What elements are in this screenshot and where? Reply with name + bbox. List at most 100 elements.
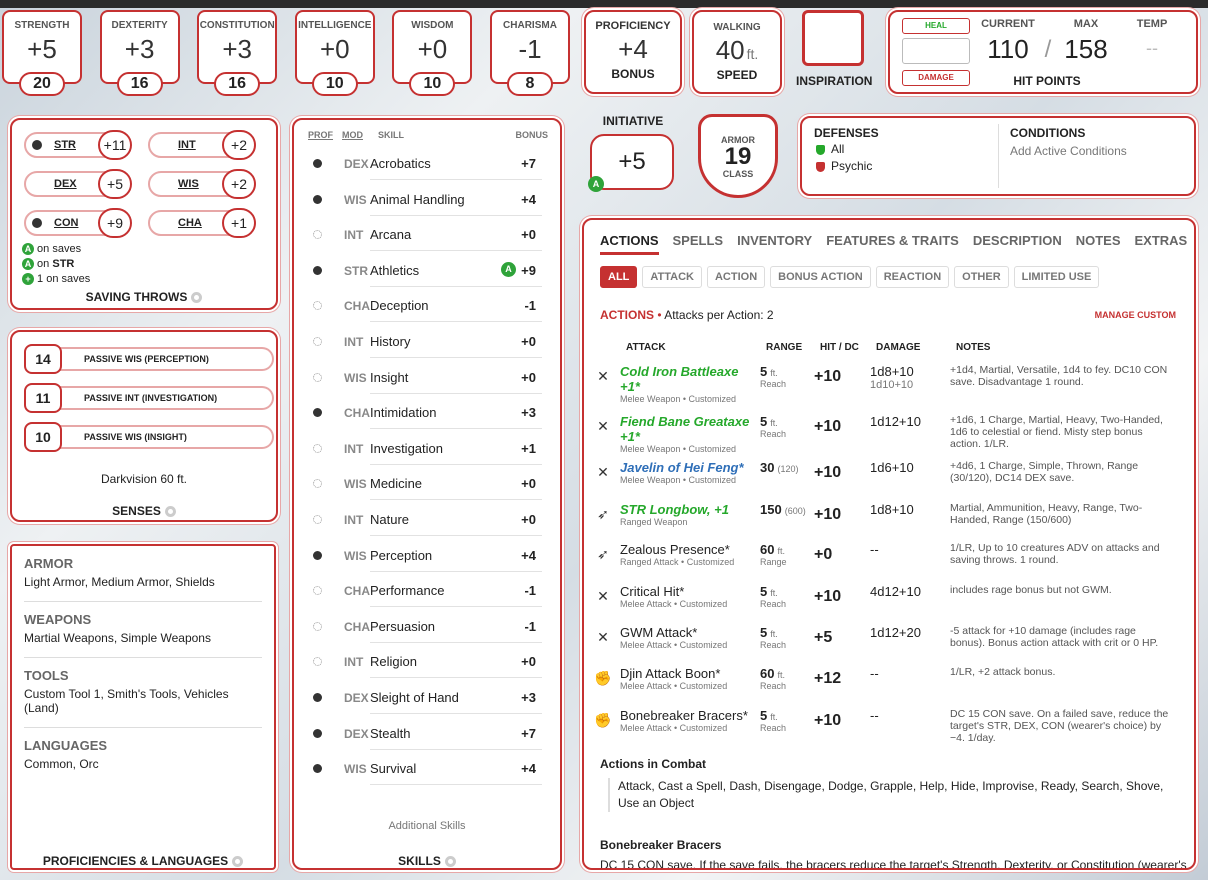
attack-hit[interactable]: +5 — [814, 629, 833, 646]
tab-extras[interactable]: EXTRAS — [1134, 233, 1188, 248]
attack-hit[interactable]: +10 — [814, 506, 842, 523]
save-bonus: +2 — [222, 130, 256, 160]
skill-cell: Athletics A +9 — [370, 261, 542, 287]
skill-row[interactable]: DEX Stealth +7 — [304, 716, 552, 752]
ability-label: INTELLIGENCE — [298, 20, 372, 31]
attack-damage[interactable]: 4d12+10 — [870, 584, 950, 599]
attack-damage[interactable]: -- — [870, 542, 950, 557]
attack-name[interactable]: Javelin of Hei Feng* — [620, 460, 744, 475]
inspiration-toggle[interactable] — [802, 10, 864, 66]
attack-name-cell: GWM Attack* Melee Attack • Customized — [620, 625, 756, 650]
attack-damage[interactable]: 1d12+20 — [870, 625, 950, 640]
ability-constitution[interactable]: CONSTITUTION +3 16 — [197, 10, 278, 96]
attack-damage[interactable]: 1d6+10 — [870, 460, 950, 475]
attack-hit[interactable]: +10 — [814, 464, 842, 481]
attack-name[interactable]: Djin Attack Boon* — [620, 666, 721, 681]
attack-hit[interactable]: +10 — [814, 418, 842, 435]
skill-row[interactable]: CHA Intimidation +3 — [304, 395, 552, 431]
attack-hit[interactable]: +10 — [814, 588, 842, 605]
filter-action[interactable]: ACTION — [706, 266, 766, 288]
damage-button[interactable]: DAMAGE — [902, 70, 970, 86]
skill-row[interactable]: STR Athletics A +9 — [304, 253, 552, 289]
attack-damage[interactable]: 1d12+10 — [870, 414, 950, 429]
filter-attack[interactable]: ATTACK — [642, 266, 702, 288]
attack-name-cell: Critical Hit* Melee Attack • Customized — [620, 584, 756, 609]
ability-score: 16 — [116, 72, 163, 96]
skill-row[interactable]: DEX Acrobatics +7 — [304, 146, 552, 182]
filter-bonus-action[interactable]: BONUS ACTION — [770, 266, 871, 288]
skill-row[interactable]: DEX Sleight of Hand +3 — [304, 680, 552, 716]
tab-description[interactable]: DESCRIPTION — [972, 233, 1062, 248]
gear-icon[interactable] — [232, 856, 244, 868]
temp-hp-value[interactable]: -- — [1146, 38, 1158, 58]
heal-button[interactable]: HEAL — [902, 18, 970, 34]
skill-row[interactable]: CHA Performance -1 — [304, 573, 552, 609]
attack-name[interactable]: Bonebreaker Bracers* — [620, 708, 748, 723]
skill-row[interactable]: WIS Medicine +0 — [304, 466, 552, 502]
gear-icon[interactable] — [191, 292, 203, 304]
skill-row[interactable]: CHA Deception -1 — [304, 288, 552, 324]
skill-row[interactable]: WIS Insight +0 — [304, 360, 552, 396]
ability-intelligence[interactable]: INTELLIGENCE +0 10 — [294, 10, 375, 96]
skill-bonus: +0 — [521, 227, 536, 243]
skill-row[interactable]: WIS Animal Handling +4 — [304, 182, 552, 218]
attack-name[interactable]: Fiend Bane Greataxe +1* — [620, 414, 750, 444]
attack-hit[interactable]: +10 — [814, 712, 842, 729]
skill-row[interactable]: INT Religion +0 — [304, 644, 552, 680]
skill-row[interactable]: INT Arcana +0 — [304, 217, 552, 253]
gear-icon[interactable] — [444, 856, 456, 868]
attack-name[interactable]: STR Longbow, +1 — [620, 502, 729, 517]
hp-amount-input[interactable] — [902, 38, 970, 64]
attack-hit[interactable]: +12 — [814, 670, 842, 687]
manage-custom-link[interactable]: MANAGE CUSTOM — [1094, 310, 1176, 320]
filter-other[interactable]: OTHER — [954, 266, 1009, 288]
attack-damage[interactable]: -- — [870, 708, 950, 723]
range-subtitle: Reach — [760, 429, 787, 439]
tab-notes[interactable]: NOTES — [1075, 233, 1121, 248]
skill-row[interactable]: INT Investigation +1 — [304, 431, 552, 467]
filter-all[interactable]: ALL — [600, 266, 638, 288]
proficiency-dot-icon — [313, 337, 322, 346]
skill-row[interactable]: CHA Persuasion -1 — [304, 609, 552, 645]
skill-row[interactable]: WIS Survival +4 — [304, 751, 552, 787]
attack-hit[interactable]: +10 — [814, 368, 842, 385]
attack-name[interactable]: Zealous Presence* — [620, 542, 730, 557]
range-value: 5 — [760, 364, 768, 379]
filter-reaction[interactable]: REACTION — [875, 266, 950, 288]
proficiencies-box: ARMOR Light Armor, Medium Armor, Shields W… — [10, 544, 276, 870]
additional-skills-link[interactable]: Additional Skills — [388, 820, 466, 832]
ability-strength[interactable]: STRENGTH +5 20 — [2, 10, 82, 96]
ability-wisdom[interactable]: WISDOM +0 10 — [392, 10, 473, 96]
senses-box: PASSIVE WIS (PERCEPTION) 14 PASSIVE INT (I… — [10, 330, 278, 522]
filter-limited-use[interactable]: LIMITED USE — [1013, 266, 1100, 288]
col-attack: ATTACK — [626, 342, 666, 353]
save-note: + 1 on saves — [22, 272, 90, 287]
damage-value: 1d8+10 — [870, 364, 914, 379]
defense-item: Psychic — [816, 159, 872, 173]
tab-actions[interactable]: ACTIONS — [600, 233, 659, 255]
ability-charisma[interactable]: CHARISMA -1 8 — [490, 10, 570, 96]
ability-dexterity[interactable]: DEXTERITY +3 16 — [99, 10, 180, 96]
attack-name[interactable]: Cold Iron Battleaxe +1* — [620, 364, 739, 394]
defenses-title: DEFENSES — [814, 126, 879, 140]
tab-spells[interactable]: SPELLS — [672, 233, 724, 248]
attack-name[interactable]: GWM Attack* — [620, 625, 698, 640]
range-subtitle: Reach — [760, 640, 787, 650]
current-hp-value[interactable]: 110 — [987, 34, 1029, 64]
melee-weapon-icon: ✕ — [597, 588, 609, 604]
col-damage: DAMAGE — [876, 342, 921, 353]
skill-row[interactable]: INT History +0 — [304, 324, 552, 360]
tab-inventory[interactable]: INVENTORY — [737, 233, 813, 248]
attack-name[interactable]: Critical Hit* — [620, 584, 685, 599]
add-conditions-link[interactable]: Add Active Conditions — [1010, 144, 1127, 158]
tab-features-traits[interactable]: FEATURES & TRAITS — [826, 233, 959, 248]
skill-row[interactable]: INT Nature +0 — [304, 502, 552, 538]
attack-hit[interactable]: +0 — [814, 546, 833, 563]
gear-icon[interactable] — [164, 506, 176, 518]
attack-damage[interactable]: 1d8+10 — [870, 502, 950, 517]
proficiency-dot-icon — [313, 657, 322, 667]
attack-damage[interactable]: 1d8+10 1d10+10 — [870, 364, 950, 391]
skill-modifier: WIS — [344, 548, 367, 563]
attack-damage[interactable]: -- — [870, 666, 950, 681]
skill-row[interactable]: WIS Perception +4 — [304, 538, 552, 574]
